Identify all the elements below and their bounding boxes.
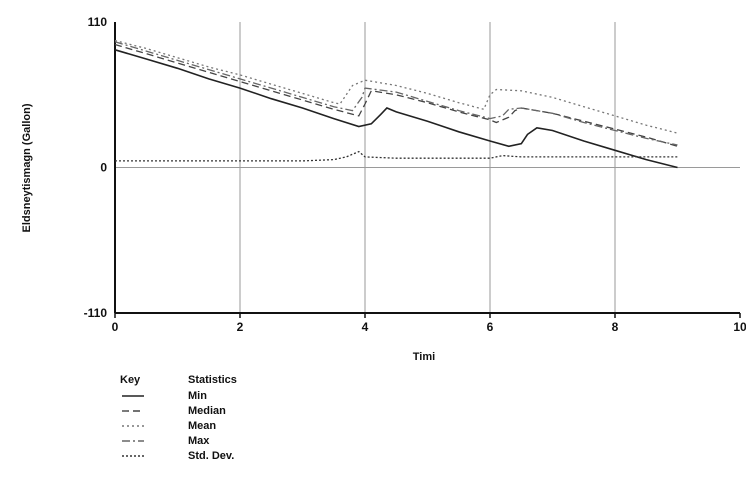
legend-item: Std. Dev. xyxy=(120,448,237,463)
legend-label: Std. Dev. xyxy=(188,449,235,462)
legend-header: Key Statistics xyxy=(120,372,237,388)
grid-lines xyxy=(115,22,740,313)
legend-item: Min xyxy=(120,388,237,403)
legend-label: Min xyxy=(188,389,207,402)
y-axis-title: Eldsneytismagn (Gallon) xyxy=(21,103,33,232)
legend-statistics-header: Statistics xyxy=(188,374,237,386)
legend: Key Statistics Min Median Mean Max Std. Dev. xyxy=(120,372,237,463)
legend-swatch xyxy=(122,394,144,397)
legend-swatch xyxy=(122,439,144,442)
x-tick-label: 4 xyxy=(362,320,369,334)
legend-item: Mean xyxy=(120,418,237,433)
series-line-std-dev xyxy=(115,150,678,162)
x-tick-labels: 0 2 4 6 8 10 xyxy=(112,320,746,334)
x-tick-label: 2 xyxy=(237,320,244,334)
x-axis-title: Timi xyxy=(413,351,435,363)
legend-key-header: Key xyxy=(120,374,141,386)
legend-swatch xyxy=(122,424,144,427)
legend-label: Median xyxy=(188,404,226,417)
legend-item: Max xyxy=(120,433,237,448)
y-tick-labels: 110 0 -110 xyxy=(84,15,108,320)
series-line-mean xyxy=(114,39,678,134)
y-tick-label: 110 xyxy=(88,15,108,29)
series-line-min xyxy=(114,49,678,169)
y-tick-label: -110 xyxy=(84,306,108,320)
plot-frame xyxy=(114,22,741,318)
legend-label: Max xyxy=(188,434,210,447)
x-tick-label: 0 xyxy=(112,320,119,334)
legend-swatch xyxy=(122,409,144,412)
series-line-max xyxy=(114,41,678,146)
x-tick-label: 10 xyxy=(733,320,746,334)
x-tick-label: 8 xyxy=(612,320,619,334)
legend-item: Median xyxy=(120,403,237,418)
y-tick-label: 0 xyxy=(100,161,107,175)
legend-label: Mean xyxy=(188,419,217,432)
series-lines xyxy=(114,39,678,169)
series-line-median xyxy=(114,43,678,147)
legend-swatch xyxy=(122,454,144,457)
legend-rows: Min Median Mean Max Std. Dev. xyxy=(120,388,237,463)
x-tick-label: 6 xyxy=(487,320,494,334)
